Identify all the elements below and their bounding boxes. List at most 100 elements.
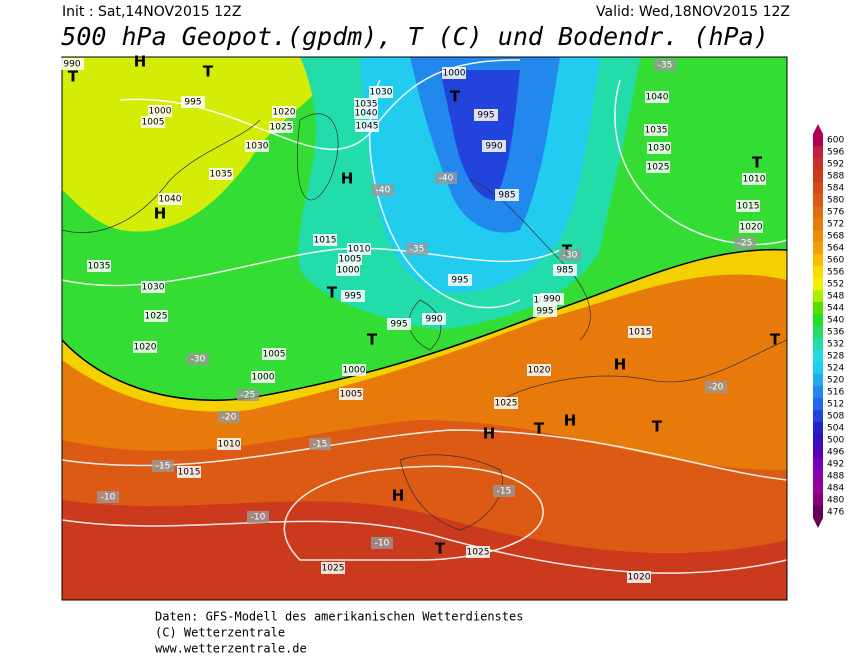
colorbar-label: 596 [827, 148, 844, 158]
isobar-label: 1000 [443, 69, 466, 79]
isobar-label-box [217, 438, 241, 450]
isobar-label-box [646, 161, 670, 173]
isobar-label-box [87, 260, 111, 272]
isobar-label: 985 [556, 266, 573, 276]
isobar-label: 1025 [145, 312, 168, 322]
colorbar-label: 484 [827, 484, 844, 494]
isobar-label-box [647, 142, 671, 154]
colorbar-cap [813, 124, 823, 134]
colorbar-label: 580 [827, 196, 844, 206]
colorbar-label: 548 [827, 292, 844, 302]
pressure-center: T [68, 68, 79, 86]
isobar-label-box [422, 313, 446, 325]
isobar-label-box [742, 173, 766, 185]
isobar-label-box [354, 107, 378, 119]
isobar-label: 1025 [467, 548, 490, 558]
isobar-label: 1035 [210, 170, 233, 180]
isobar-label: 1030 [246, 142, 269, 152]
colorbar-label: 584 [827, 184, 844, 194]
colorbar-label: 524 [827, 364, 844, 374]
isobar-label-box [533, 305, 557, 317]
isobar-label-box [133, 341, 157, 353]
isobar-label-box [347, 243, 371, 255]
colorbar-swatch [813, 338, 823, 351]
colorbar-label: 552 [827, 280, 844, 290]
isobar-label: 1020 [628, 573, 651, 583]
colorbar-swatch [813, 482, 823, 495]
temp-label: -15 [497, 487, 512, 497]
colorbar-label: 500 [827, 436, 844, 446]
isobar-label-box [141, 281, 165, 293]
colorbar-label: 592 [827, 160, 844, 170]
isobar-label: 1015 [629, 328, 652, 338]
map-field [62, 57, 787, 600]
isobar-label: 990 [425, 315, 442, 325]
colorbar-swatch [813, 398, 823, 411]
isobar-label: 1035 [355, 100, 378, 110]
temp-label-box [559, 249, 581, 261]
colorbar-label: 544 [827, 304, 844, 314]
colorbar-label: 540 [827, 316, 844, 326]
isobar-label-box [627, 571, 651, 583]
colorbar-label: 532 [827, 340, 844, 350]
colorbar-swatch [813, 374, 823, 387]
colorbar-swatch [813, 194, 823, 207]
colorbar-swatch [813, 134, 823, 147]
isobar-label: 1030 [370, 88, 393, 98]
colorbar-label: 512 [827, 400, 844, 410]
isobar-label: 1025 [647, 163, 670, 173]
isobar-label: 1000 [343, 366, 366, 376]
temp-label-box [435, 172, 457, 184]
colorbar-swatch [813, 146, 823, 159]
pressure-center: T [652, 418, 663, 436]
temp-label-box [406, 243, 428, 255]
temp-label: -30 [191, 355, 206, 365]
colorbar-swatch [813, 410, 823, 423]
isobar-label: 995 [390, 320, 407, 330]
colorbar-swatch [813, 326, 823, 339]
isobar-label-box [251, 371, 275, 383]
isobar-label: 1015 [178, 468, 201, 478]
isobar-label-box [269, 121, 293, 133]
pressure-center: T [203, 63, 214, 81]
isobar-label: 1025 [322, 564, 345, 574]
colorbar-label: 520 [827, 376, 844, 386]
isobar-label-box [245, 140, 269, 152]
colorbar-swatch [813, 362, 823, 375]
isobar-label-box [60, 58, 84, 70]
colorbar-label: 600 [827, 136, 844, 146]
footer-source: Daten: GFS-Modell des amerikanischen Wet… [155, 610, 523, 624]
isobar-label-box [540, 293, 564, 305]
isobar-label: 1020 [273, 108, 296, 118]
init-time: Init : Sat,14NOV2015 12Z [62, 4, 242, 20]
colorbar-label: 516 [827, 388, 844, 398]
temp-label: -35 [658, 61, 673, 71]
isobar-label-box [442, 67, 466, 79]
temp-label: -20 [709, 383, 724, 393]
isobar-label: 1000 [149, 107, 172, 117]
pressure-center: H [154, 205, 167, 223]
isobar-label: 1020 [740, 223, 763, 233]
colorbar-label: 492 [827, 460, 844, 470]
isobar-label: 1045 [356, 122, 379, 132]
isobar-label-box [369, 86, 393, 98]
isobar-label-box [321, 562, 345, 574]
isobar-label: 985 [498, 191, 515, 201]
pressure-center: T [534, 420, 545, 438]
colorbar-swatch [813, 458, 823, 471]
isobar-label: 1010 [218, 440, 241, 450]
temp-label: -10 [101, 493, 116, 503]
isobar-label: 1015 [737, 202, 760, 212]
temp-label-box [97, 491, 119, 503]
valid-time: Valid: Wed,18NOV2015 12Z [596, 4, 790, 20]
colorbar-label: 508 [827, 412, 844, 422]
isobar-label: 990 [485, 142, 502, 152]
colorbar-swatch [813, 266, 823, 279]
isobar-label-box [644, 124, 668, 136]
temp-label-box [493, 485, 515, 497]
isobar-label-box [553, 264, 577, 276]
isobar-label: 1005 [142, 118, 165, 128]
isobar-label-box [387, 318, 411, 330]
isobar-label: 995 [184, 98, 201, 108]
